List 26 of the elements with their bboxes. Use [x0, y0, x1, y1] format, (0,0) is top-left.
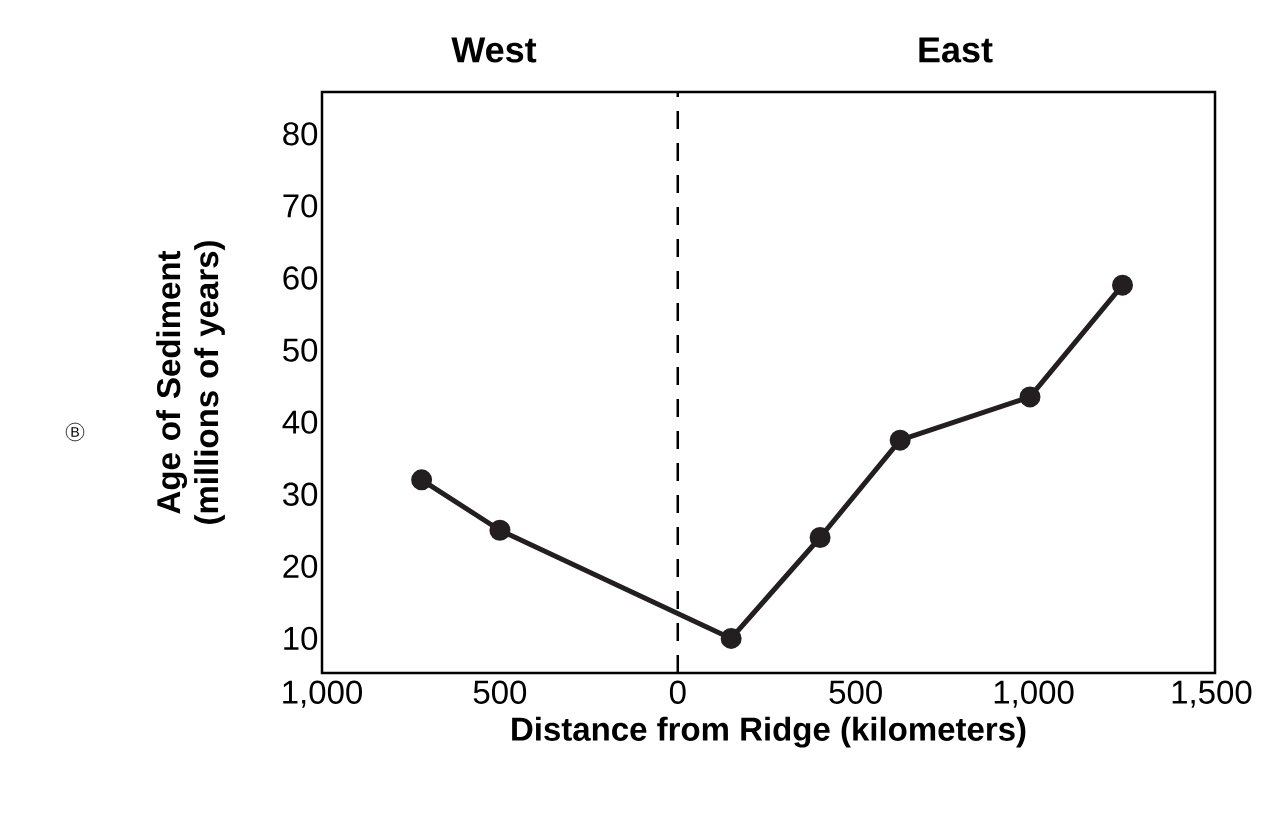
text: East: [919, 37, 993, 63]
x-tick-label: 500: [473, 680, 527, 704]
y-tick-label: 10: [284, 626, 318, 651]
point: [411, 469, 433, 491]
y-tick-label: 70: [283, 194, 318, 218]
point: [489, 519, 511, 541]
y-tick-label: 80: [283, 122, 318, 146]
y-tick-label: 60: [283, 266, 318, 290]
point: [720, 627, 742, 649]
point: [809, 526, 831, 548]
x-tick-label: 1,000: [283, 680, 362, 708]
y-axis-title: Age of Sediment (millions of years): [156, 241, 225, 524]
text: B: [71, 427, 79, 437]
y-tick-label: 50: [283, 338, 318, 362]
x-axis-title: Distance from Ridge (kilometers): [512, 716, 1026, 748]
x-tick-label: 1,500: [1172, 680, 1252, 708]
point: [1112, 274, 1134, 296]
y-tick-label: 40: [282, 410, 318, 434]
x-tick-label: 1,000: [994, 680, 1074, 708]
point: [1019, 386, 1041, 408]
x-tick-label: 500: [829, 680, 882, 704]
y-tick-label: 30: [283, 482, 318, 506]
point: [889, 429, 911, 451]
y-tick-label: 20: [283, 554, 318, 578]
text: West: [451, 37, 537, 63]
x-tick-label: 0: [669, 680, 686, 704]
